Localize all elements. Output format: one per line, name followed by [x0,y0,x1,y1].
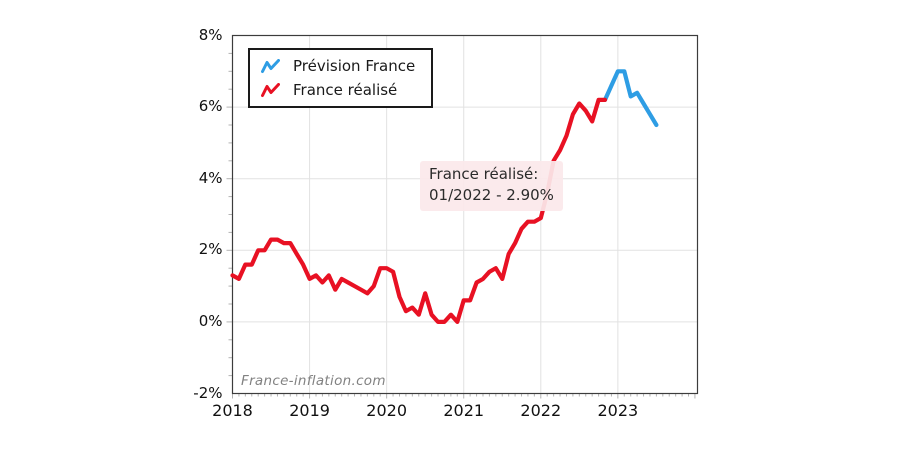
legend-label-prevision-france: Prévision France [293,57,416,75]
tooltip-value: 01/2022 - 2.90% [429,186,554,204]
forecast-line[interactable] [602,69,659,128]
tooltip-series-name: France réalisé: [429,165,539,183]
y-axis-label: 6% [198,97,223,116]
x-axis-label: 2019 [289,400,330,420]
x-axis-label: 2022 [520,400,562,420]
watermark: France-inflation.com [241,373,386,389]
x-axis-label: 2018 [212,400,253,420]
x-axis-label: 2021 [443,400,485,420]
y-axis-label: -2% [193,383,223,402]
y-axis-label: 8% [198,25,223,44]
legend-item-prevision-france[interactable]: Prévision France [261,57,415,75]
chart-legend[interactable]: Prévision France France réalisé [248,48,434,108]
legend-item-france-realise[interactable]: France réalisé [261,81,415,99]
chart-tooltip: France réalisé: 01/2022 - 2.90% [420,161,563,211]
y-axis-label: 2% [198,240,223,259]
plot-border [231,34,699,395]
x-axis-label: 2023 [597,400,639,420]
legend-label-france-realise: France réalisé [293,81,398,99]
y-axis-label: 4% [198,168,223,187]
y-axis-label: 0% [198,311,223,330]
realized-zigzag-line-icon [261,82,280,97]
forecast-zigzag-line-icon [261,58,280,73]
x-axis-label: 2020 [366,400,407,420]
